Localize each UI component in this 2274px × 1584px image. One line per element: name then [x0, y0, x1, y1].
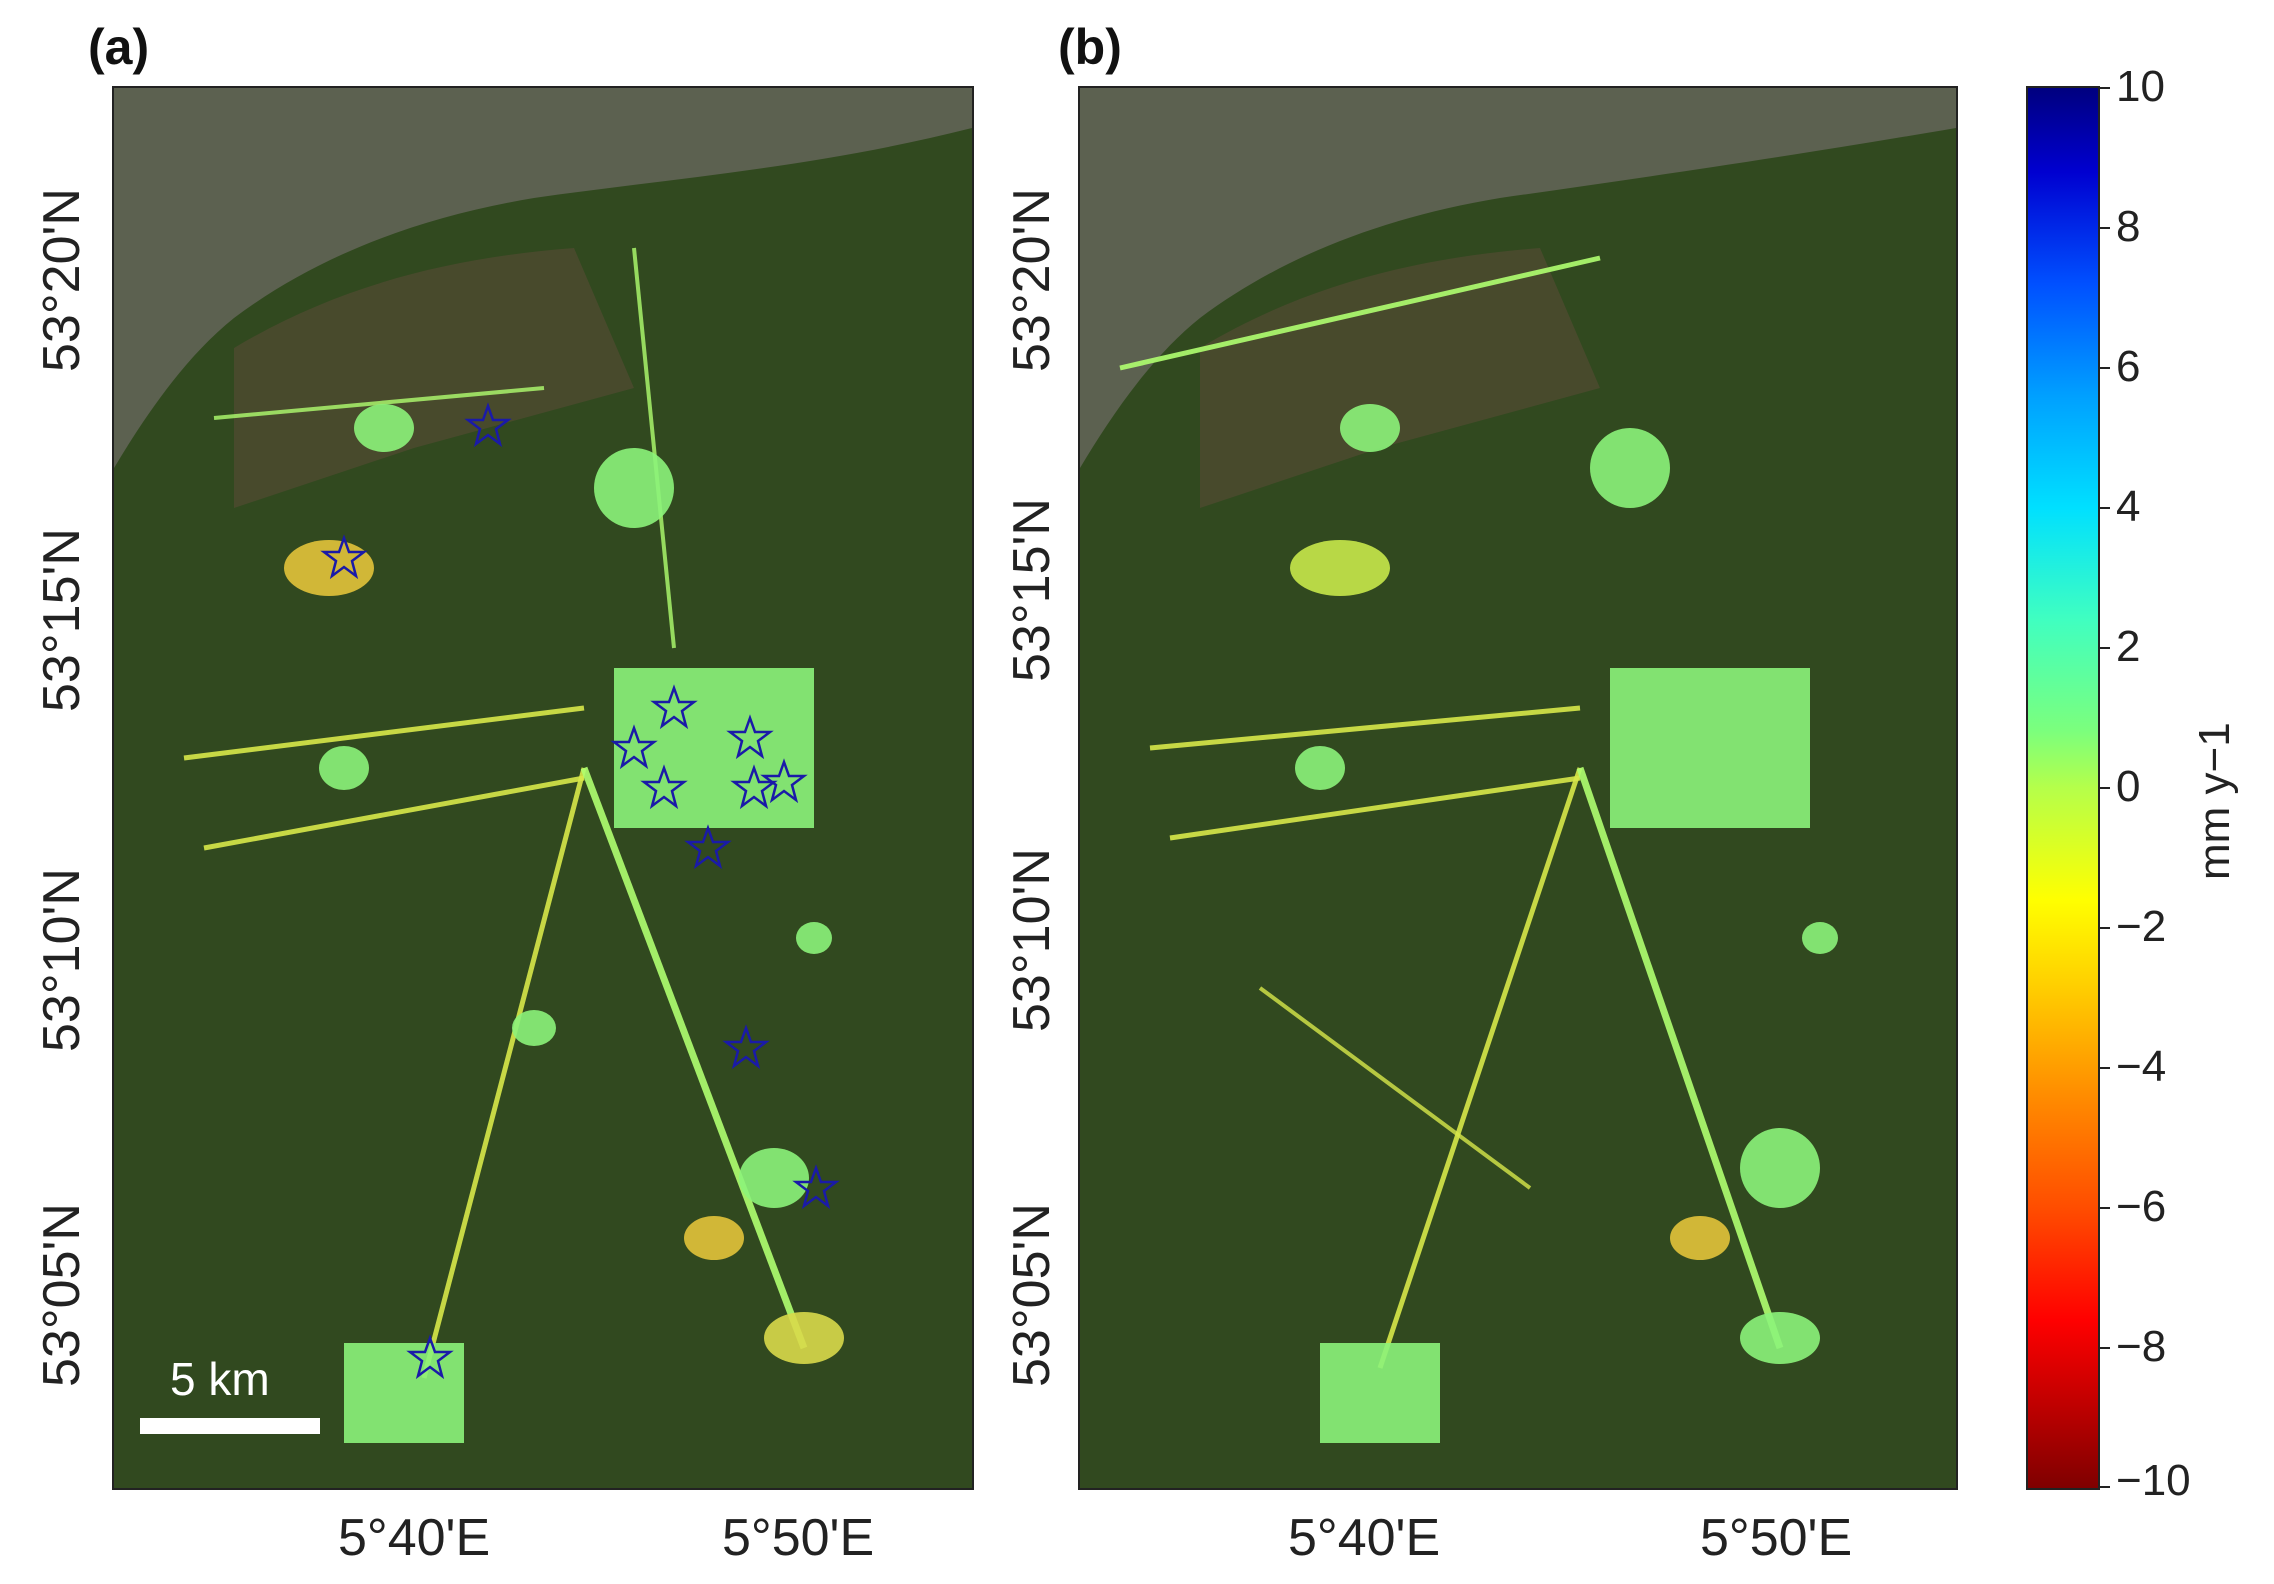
- colorbar-tick: [2098, 507, 2110, 509]
- star-marker: [464, 402, 512, 448]
- star-markers: [320, 402, 840, 1380]
- colorbar-label: 2: [2116, 622, 2141, 671]
- urban-cluster: [1340, 404, 1400, 452]
- map-panel-a: [112, 86, 974, 1490]
- lat-tick-label-b-4: 53°05'N: [1002, 1203, 1061, 1387]
- lat-tick-label-a-2: 53°15'N: [32, 528, 91, 712]
- panel-label-a: (a): [88, 19, 150, 75]
- urban-cluster: [1320, 1343, 1440, 1443]
- road: [421, 767, 587, 1379]
- urban-cluster: [1802, 922, 1838, 954]
- star-marker: [730, 764, 778, 810]
- urban-cluster: [1740, 1128, 1820, 1208]
- road: [1576, 766, 1784, 1350]
- colorbar: [2026, 86, 2100, 1490]
- lat-tick-label-a-4: 53°05'N: [32, 1203, 91, 1387]
- urban-cluster: [764, 1312, 844, 1364]
- lon-tick-label-a-2: 5°50'E: [722, 1509, 875, 1567]
- map-a-graphic: [114, 88, 972, 1488]
- colorbar-tick: [2098, 1067, 2110, 1069]
- star-marker: [320, 534, 368, 580]
- colorbar-label: −8: [2116, 1322, 2167, 1371]
- colorbar-tick: [2098, 1486, 2110, 1488]
- lat-tick-label-a-3: 53°10'N: [32, 868, 91, 1052]
- colorbar-unit: mm y−1: [2190, 722, 2239, 880]
- lat-tick-label-a-1: 53°20'N: [32, 188, 91, 372]
- star-marker: [684, 824, 732, 870]
- urban-cluster: [1290, 540, 1390, 596]
- urban-cluster: [1610, 668, 1810, 828]
- colorbar-label: 4: [2116, 482, 2141, 531]
- urban-cluster: [284, 540, 374, 596]
- colorbar-tick: [2098, 367, 2110, 369]
- star-marker: [792, 1164, 840, 1210]
- lat-tick-label-b-2: 53°15'N: [1002, 498, 1061, 682]
- map-b-graphic: [1080, 88, 1956, 1488]
- road: [580, 766, 808, 1350]
- urban-cluster: [1670, 1216, 1730, 1260]
- star-marker: [650, 684, 698, 730]
- colorbar-label: −2: [2116, 902, 2167, 951]
- road: [213, 386, 545, 420]
- road: [183, 705, 585, 761]
- urban-cluster: [1590, 428, 1670, 508]
- sea-area: [1080, 88, 1956, 468]
- urban-cluster: [344, 1343, 464, 1443]
- star-marker: [760, 758, 808, 804]
- road: [1149, 705, 1581, 751]
- colorbar-tick: [2098, 87, 2110, 89]
- colorbar-label: 8: [2116, 202, 2141, 251]
- colorbar-label: −6: [2116, 1182, 2167, 1231]
- colorbar-tick: [2098, 647, 2110, 649]
- farmland-area: [1200, 248, 1600, 508]
- star-marker: [610, 724, 658, 770]
- colorbar-label: −4: [2116, 1042, 2167, 1091]
- colorbar-tick: [2098, 227, 2110, 229]
- colorbar-tick: [2098, 1207, 2110, 1209]
- panel-label-b: (b): [1058, 19, 1122, 75]
- urban-cluster: [594, 448, 674, 528]
- lat-tick-label-b-3: 53°10'N: [1002, 848, 1061, 1032]
- scalebar: [140, 1418, 320, 1434]
- road: [1169, 775, 1581, 841]
- urban-cluster: [319, 746, 369, 790]
- road: [1258, 986, 1532, 1190]
- colorbar-tick: [2098, 927, 2110, 929]
- urban-cluster: [684, 1216, 744, 1260]
- urban-cluster: [796, 922, 832, 954]
- star-marker: [406, 1334, 454, 1380]
- sea-area: [114, 88, 972, 468]
- colorbar-label: 0: [2116, 762, 2141, 811]
- road: [1377, 767, 1583, 1369]
- urban-cluster: [512, 1010, 556, 1046]
- lat-tick-label-b-1: 53°20'N: [1002, 188, 1061, 372]
- star-marker: [726, 714, 774, 760]
- colorbar-label: 6: [2116, 342, 2141, 391]
- urban-cluster: [354, 404, 414, 452]
- farmland-area: [234, 248, 634, 508]
- star-marker: [722, 1024, 770, 1070]
- urban-cluster: [739, 1148, 809, 1208]
- road: [632, 247, 676, 649]
- lon-tick-label-b-2: 5°50'E: [1700, 1509, 1853, 1567]
- scalebar-label: 5 km: [170, 1353, 270, 1405]
- colorbar-label: 10: [2116, 62, 2165, 111]
- map-panel-b: [1078, 86, 1958, 1490]
- urban-cluster: [1295, 746, 1345, 790]
- colorbar-label: −10: [2116, 1456, 2191, 1505]
- lon-tick-label-b-1: 5°40'E: [1288, 1509, 1441, 1567]
- road: [1119, 255, 1601, 371]
- star-marker: [640, 764, 688, 810]
- road: [203, 775, 585, 851]
- urban-cluster: [1740, 1312, 1820, 1364]
- colorbar-tick: [2098, 787, 2110, 789]
- colorbar-tick: [2098, 1347, 2110, 1349]
- lon-tick-label-a-1: 5°40'E: [338, 1509, 491, 1567]
